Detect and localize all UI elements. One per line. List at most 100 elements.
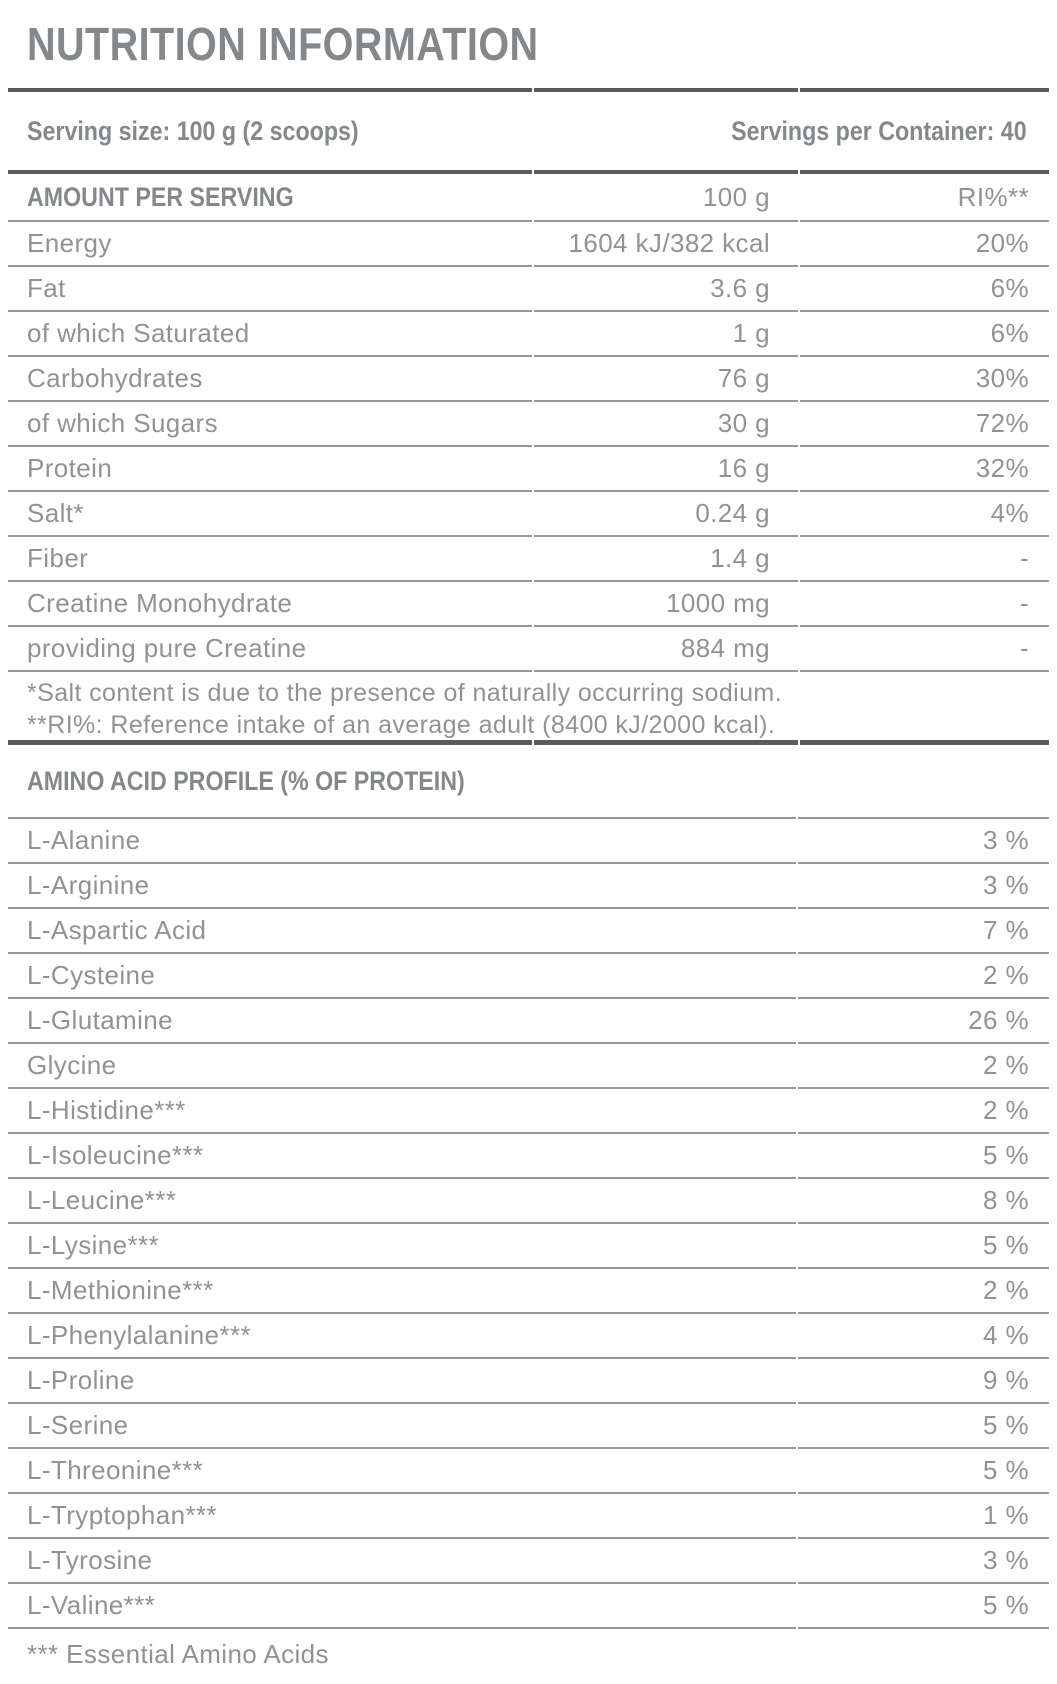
nutrient-name: of which Saturated — [27, 318, 250, 348]
nutrient-ri-percent: 30% — [975, 363, 1029, 393]
amino-acid-name: L-Tryptophan*** — [27, 1500, 218, 1530]
title-block: NUTRITION INFORMATION — [8, 0, 1049, 88]
divider-thin — [8, 670, 1049, 672]
nutrient-row: Salt* 0.24 g 4% — [8, 490, 1049, 535]
amino-acid-percent: 3 % — [982, 825, 1029, 855]
salt-footnote: *Salt content is due to the presence of … — [27, 679, 782, 707]
amino-acid-name: L-Leucine*** — [27, 1185, 177, 1215]
amino-acid-row: L-Methionine*** 2 % — [8, 1267, 1049, 1312]
column-header-ri: RI%** — [957, 181, 1029, 212]
nutrient-ri-percent: - — [1019, 543, 1029, 573]
nutrient-amount: 1.4 g — [710, 543, 770, 573]
nutrient-row: Creatine Monohydrate 1000 mg - — [8, 580, 1049, 625]
amino-acid-name: Glycine — [27, 1050, 117, 1080]
serving-size: Serving size: 100 g (2 scoops) — [27, 115, 359, 146]
nutrient-row: Energy 1604 kJ/382 kcal 20% — [8, 220, 1049, 265]
nutrient-name: Energy — [27, 228, 112, 258]
column-header-amount: 100 g — [702, 181, 770, 212]
amino-acid-row: L-Threonine*** 5 % — [8, 1447, 1049, 1492]
amino-acid-percent: 26 % — [968, 1005, 1029, 1035]
nutrient-amount: 0.24 g — [695, 498, 770, 528]
nutrient-ri-percent: 6% — [990, 273, 1029, 303]
amino-acid-row: L-Histidine*** 2 % — [8, 1087, 1049, 1132]
amino-acid-name: L-Histidine*** — [27, 1095, 186, 1125]
amino-acid-name: L-Lysine*** — [27, 1230, 160, 1260]
nutrient-ri-percent: 72% — [975, 408, 1029, 438]
amino-acid-name: L-Methionine*** — [27, 1275, 214, 1305]
nutrient-row: Fiber 1.4 g - — [8, 535, 1049, 580]
amino-acid-row: L-Proline 9 % — [8, 1357, 1049, 1402]
nutrient-name: of which Sugars — [27, 408, 218, 438]
amino-acid-row: L-Valine*** 5 % — [8, 1582, 1049, 1627]
nutrition-table: AMOUNT PER SERVING 100 g RI%** Energy 16… — [8, 174, 1049, 745]
nutrient-ri-percent: - — [1019, 588, 1029, 618]
nutrient-amount: 1604 kJ/382 kcal — [568, 228, 770, 258]
amino-acid-name: L-Cysteine — [27, 960, 156, 990]
amino-acid-name: L-Serine — [27, 1410, 129, 1440]
amino-acid-percent: 1 % — [982, 1500, 1029, 1530]
amino-acid-name: L-Threonine*** — [27, 1455, 204, 1485]
amino-acid-row: L-Tryptophan*** 1 % — [8, 1492, 1049, 1537]
amino-acid-percent: 5 % — [982, 1230, 1029, 1260]
nutrient-row: Carbohydrates 76 g 30% — [8, 355, 1049, 400]
amino-acid-row: L-Cysteine 2 % — [8, 952, 1049, 997]
nutrient-ri-percent: 6% — [990, 318, 1029, 348]
nutrient-name: providing pure Creatine — [27, 633, 307, 663]
amino-acid-percent: 2 % — [982, 1275, 1029, 1305]
amino-acid-name: L-Phenylalanine*** — [27, 1320, 252, 1350]
divider-thin — [8, 1627, 1049, 1629]
nutrient-amount: 76 g — [717, 363, 770, 393]
amino-acid-profile-title: AMINO ACID PROFILE (% OF PROTEIN) — [27, 765, 465, 796]
amino-acid-percent: 5 % — [982, 1140, 1029, 1170]
nutrient-amount: 30 g — [717, 408, 770, 438]
divider-thick — [8, 170, 1049, 174]
amino-acid-header-block: AMINO ACID PROFILE (% OF PROTEIN) — [8, 745, 1049, 817]
nutrient-row: of which Sugars 30 g 72% — [8, 400, 1049, 445]
amino-acid-percent: 3 % — [982, 870, 1029, 900]
nutrient-amount: 1 g — [732, 318, 770, 348]
nutrient-ri-percent: 4% — [990, 498, 1029, 528]
nutrient-name: Creatine Monohydrate — [27, 588, 293, 618]
nutrient-amount: 3.6 g — [710, 273, 770, 303]
nutrition-table-header: AMOUNT PER SERVING 100 g RI%** — [8, 174, 1049, 220]
amino-acid-percent: 5 % — [982, 1590, 1029, 1620]
amino-acid-name: L-Valine*** — [27, 1590, 156, 1620]
amino-acid-percent: 7 % — [982, 915, 1029, 945]
page-title: NUTRITION INFORMATION — [27, 18, 539, 70]
amino-acid-name: L-Isoleucine*** — [27, 1140, 204, 1170]
amino-acid-name: L-Proline — [27, 1365, 135, 1395]
amino-acid-row: L-Phenylalanine*** 4 % — [8, 1312, 1049, 1357]
nutrient-row: of which Saturated 1 g 6% — [8, 310, 1049, 355]
divider-thick — [8, 88, 1049, 92]
amino-acid-name: L-Arginine — [27, 870, 150, 900]
divider-thick — [8, 740, 1049, 745]
nutrient-name: Carbohydrates — [27, 363, 203, 393]
nutrient-name: Salt* — [27, 498, 84, 528]
amino-acid-row: Glycine 2 % — [8, 1042, 1049, 1087]
amino-acid-row: L-Isoleucine*** 5 % — [8, 1132, 1049, 1177]
amino-acid-percent: 2 % — [982, 1050, 1029, 1080]
column-header-amount-per-serving: AMOUNT PER SERVING — [27, 181, 294, 212]
amino-acid-percent: 5 % — [982, 1410, 1029, 1440]
amino-acid-row: L-Aspartic Acid 7 % — [8, 907, 1049, 952]
amino-acid-row: L-Lysine*** 5 % — [8, 1222, 1049, 1267]
nutrient-ri-percent: 32% — [975, 453, 1029, 483]
amino-acid-table: AMINO ACID PROFILE (% OF PROTEIN) L-Alan… — [8, 745, 1049, 1679]
amino-acid-row: L-Serine 5 % — [8, 1402, 1049, 1447]
amino-acid-percent: 4 % — [982, 1320, 1029, 1350]
ri-footnote: **RI%: Reference intake of an average ad… — [27, 711, 776, 739]
footnotes: *Salt content is due to the presence of … — [8, 672, 1049, 740]
essential-amino-footer: *** Essential Amino Acids — [8, 1629, 1049, 1679]
essential-amino-note: *** Essential Amino Acids — [27, 1638, 329, 1669]
nutrient-row: providing pure Creatine 884 mg - — [8, 625, 1049, 670]
nutrient-amount: 16 g — [717, 453, 770, 483]
amino-acid-percent: 9 % — [982, 1365, 1029, 1395]
amino-acid-percent: 8 % — [982, 1185, 1029, 1215]
nutrient-name: Protein — [27, 453, 113, 483]
nutrient-name: Fiber — [27, 543, 89, 573]
nutrient-name: Fat — [27, 273, 66, 303]
amino-acid-row: L-Glutamine 26 % — [8, 997, 1049, 1042]
nutrient-amount: 1000 mg — [666, 588, 770, 618]
nutrient-ri-percent: - — [1019, 633, 1029, 663]
